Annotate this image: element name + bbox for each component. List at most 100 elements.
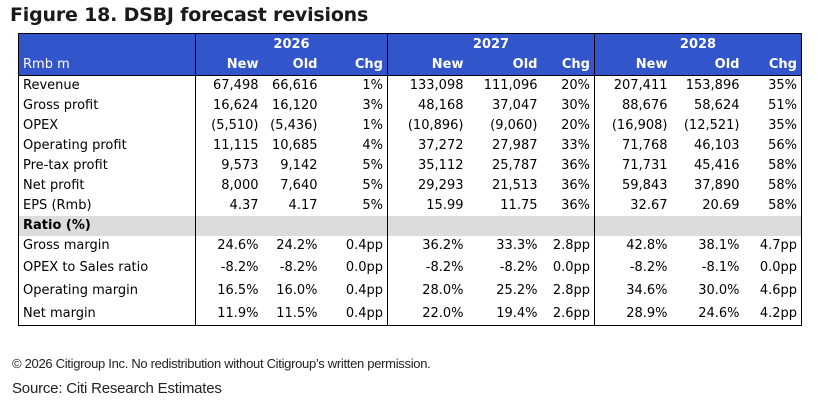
table-cell: 32.67	[630, 198, 668, 213]
table-cell: -8.2%	[279, 260, 318, 275]
table-cell: 24.6%	[217, 238, 259, 253]
table-cell: 28.0%	[422, 283, 464, 298]
column-header-new: New	[195, 55, 263, 76]
table-cell: 11.75	[500, 198, 538, 213]
table-cell: -8.2%	[220, 260, 259, 275]
section-filler-cell	[321, 216, 388, 236]
table-cell: 2.8pp	[541, 279, 595, 302]
header-corner-cell	[18, 33, 196, 55]
table-cell: 36.2%	[422, 238, 464, 253]
table-cell: 16.5%	[217, 283, 259, 298]
table-cell: 34.6%	[626, 283, 668, 298]
table-cell: 5%	[321, 176, 388, 196]
table-cell: 33.3%	[496, 238, 538, 253]
table-cell: 37,047	[492, 98, 538, 113]
table-cell: 111,096	[483, 78, 538, 93]
table-cell: 11.5%	[262, 302, 322, 326]
row-label: Pre-tax profit	[18, 156, 196, 176]
table-cell: (9,060)	[490, 118, 538, 133]
table-cell: 10,685	[272, 138, 318, 153]
table-cell: 25,787	[492, 158, 538, 173]
table-cell: 0.4pp	[321, 236, 388, 256]
ratio-section-row: Ratio (%)	[18, 216, 802, 236]
table-cell: 11.9%	[195, 302, 263, 326]
column-header-row: Rmb m New Old Chg New Old Chg New Old Chg	[18, 55, 802, 76]
table-cell: 37,890	[694, 178, 740, 193]
section-filler-cell	[743, 216, 802, 236]
table-cell: 58%	[743, 156, 802, 176]
table-cell: 56%	[743, 136, 802, 156]
table-cell: 58%	[743, 196, 802, 216]
table-cell: 0.0pp	[321, 256, 388, 279]
table-cell: 20.69	[702, 198, 740, 213]
table-row: OPEX (5,510) (5,436) 1% (10,896) (9,060) 20% (1…	[18, 116, 802, 136]
table-cell: 5%	[321, 156, 388, 176]
table-cell: 2.8pp	[541, 236, 595, 256]
section-filler-cell	[195, 216, 263, 236]
table-cell: 153,896	[685, 78, 740, 93]
table-cell: 19.4%	[467, 302, 542, 326]
table-cell: 22.0%	[387, 302, 468, 326]
year-header-2026: 2026	[195, 33, 388, 55]
table-cell: 48,168	[418, 98, 464, 113]
table-cell: (16,908)	[611, 118, 668, 133]
table-cell: 35%	[743, 75, 802, 96]
row-label: Operating margin	[18, 279, 196, 302]
row-label: Gross margin	[18, 236, 196, 256]
row-label: OPEX to Sales ratio	[18, 256, 196, 279]
table-cell: 51%	[743, 96, 802, 116]
table-cell: 5%	[321, 196, 388, 216]
table-cell: 30.0%	[698, 283, 740, 298]
section-filler-cell	[594, 216, 672, 236]
table-cell: 7,640	[280, 178, 318, 193]
table-cell: 0.4pp	[321, 279, 388, 302]
table-row: Operating margin 16.5% 16.0% 0.4pp 28.0% 25.2…	[18, 279, 802, 302]
table-cell: 15.99	[426, 198, 464, 213]
table-cell: 2.6pp	[541, 302, 595, 326]
year-header-2027: 2027	[387, 33, 595, 55]
table-cell: 4.37	[229, 198, 259, 213]
table-cell: 37,272	[418, 138, 464, 153]
column-header-old: Old	[467, 55, 542, 76]
column-header-chg: Chg	[743, 55, 802, 76]
table-cell: 11,115	[213, 138, 259, 153]
table-cell: 36%	[541, 176, 595, 196]
table-cell: 0.4pp	[321, 302, 388, 326]
row-label: Gross profit	[18, 96, 196, 116]
table-cell: 30%	[541, 96, 595, 116]
table-cell: 21,513	[492, 178, 538, 193]
table-cell: 67,498	[213, 78, 259, 93]
copyright-notice: © 2026 Citigroup Inc. No redistribution …	[12, 356, 431, 371]
table-cell: 71,731	[622, 158, 668, 173]
table-cell: 33%	[541, 136, 595, 156]
table-cell: (10,896)	[407, 118, 464, 133]
row-label: Revenue	[18, 75, 196, 96]
table-row: Net profit 8,000 7,640 5% 29,293 21,513 36% 59,…	[18, 176, 802, 196]
year-header-row: 2026 2027 2028	[18, 33, 802, 55]
table-cell: 20%	[541, 116, 595, 136]
unit-label: Rmb m	[18, 55, 196, 76]
table-cell: -8.2%	[629, 260, 668, 275]
table-cell: 207,411	[613, 78, 668, 93]
table-cell: (5,436)	[270, 118, 318, 133]
column-header-new: New	[594, 55, 672, 76]
table-cell: -8.2%	[425, 260, 464, 275]
row-label: Net margin	[18, 302, 196, 326]
table-cell: 8,000	[221, 178, 259, 193]
table-cell: 1%	[321, 75, 388, 96]
table-cell: 24.2%	[276, 238, 318, 253]
table-cell: 35%	[743, 116, 802, 136]
table-cell: 35,112	[418, 158, 464, 173]
row-label: EPS (Rmb)	[18, 196, 196, 216]
table-cell: 16,120	[272, 98, 318, 113]
table-row: OPEX to Sales ratio -8.2% -8.2% 0.0pp -8.2% -…	[18, 256, 802, 279]
table-row: Net margin 11.9% 11.5% 0.4pp 22.0% 19.4% 2.6pp…	[18, 302, 802, 326]
table-cell: 66,616	[272, 78, 318, 93]
table-row: Gross profit 16,624 16,120 3% 48,168 37,047 30…	[18, 96, 802, 116]
table-cell: 3%	[321, 96, 388, 116]
table-cell: 16,624	[213, 98, 259, 113]
column-header-new: New	[387, 55, 468, 76]
column-header-chg: Chg	[321, 55, 388, 76]
table-cell: -8.2%	[499, 260, 538, 275]
section-filler-cell	[467, 216, 542, 236]
